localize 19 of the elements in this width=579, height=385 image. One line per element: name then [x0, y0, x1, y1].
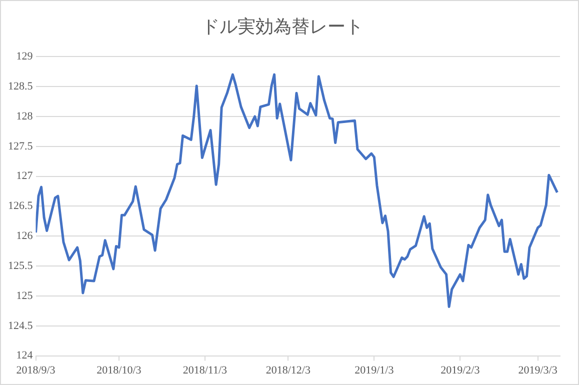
y-tick-label: 126	[16, 230, 34, 242]
x-tick-label: 2018/12/3	[266, 364, 311, 376]
y-tick-label: 129	[16, 50, 34, 62]
x-tick-label: 2019/3/3	[518, 364, 558, 376]
x-tick-label: 2019/1/3	[354, 364, 394, 376]
y-tick-label: 127.5	[8, 140, 34, 152]
y-tick-label: 125	[16, 290, 34, 302]
x-tick-label: 2018/11/3	[182, 364, 228, 376]
x-tick-label: 2018/9/3	[16, 364, 56, 376]
y-tick-label: 124.5	[8, 320, 34, 332]
y-tick-label: 127	[16, 170, 34, 182]
x-tick-label: 2019/2/3	[440, 364, 480, 376]
y-tick-label: 128.5	[8, 80, 34, 92]
chart-title: ドル実効為替レート	[202, 16, 364, 38]
y-tick-label: 126.5	[8, 200, 34, 212]
y-tick-label: 124	[16, 350, 34, 362]
y-tick-label: 128	[16, 110, 34, 122]
x-tick-label: 2018/10/3	[96, 364, 142, 376]
y-tick-label: 125.5	[8, 260, 34, 272]
